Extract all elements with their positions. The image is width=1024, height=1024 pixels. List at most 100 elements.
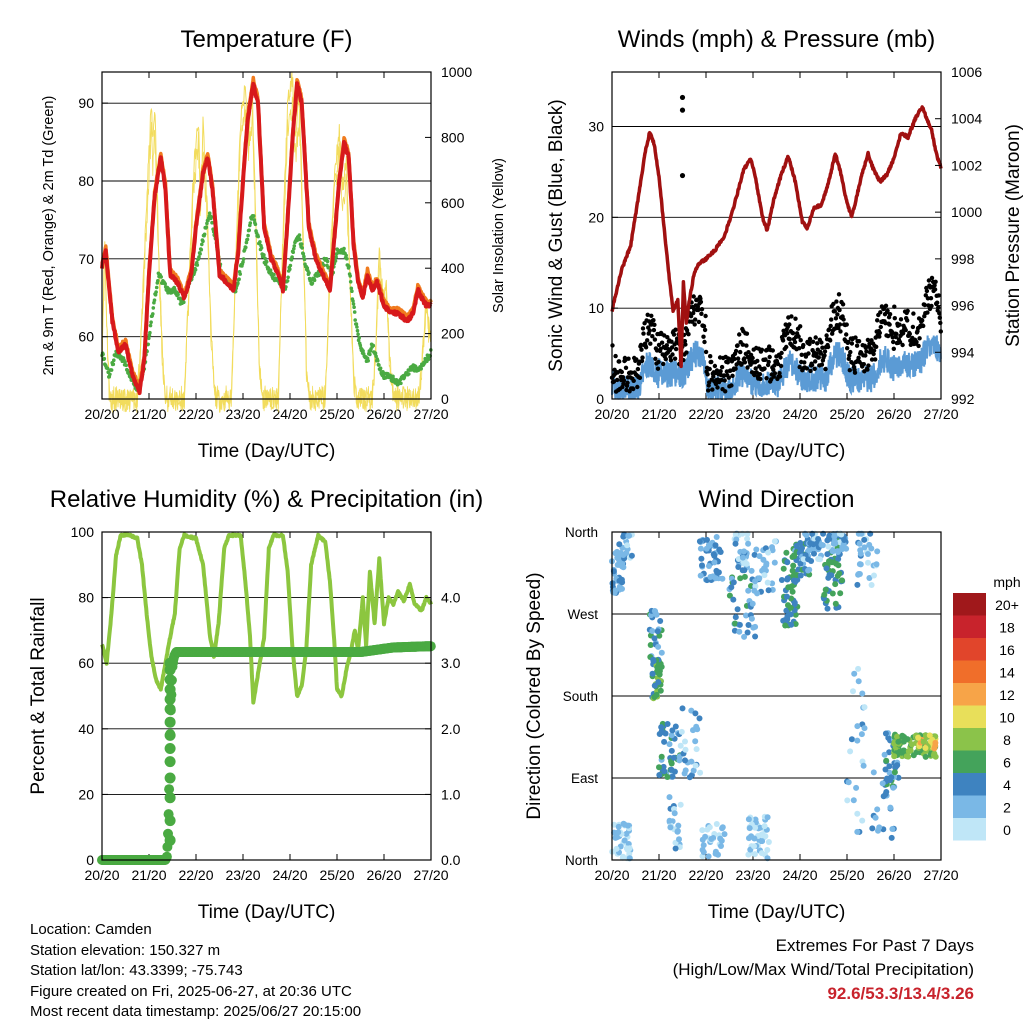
x-tick-label: 21/20 <box>641 867 676 883</box>
x-tick-label: 24/20 <box>782 867 817 883</box>
gust-point <box>762 366 767 371</box>
y2-tick-label: 0 <box>441 391 449 407</box>
direction-point <box>784 575 791 582</box>
gust-point <box>905 308 910 314</box>
dewpoint-point <box>204 225 209 229</box>
gust-point <box>651 318 656 323</box>
direction-point <box>866 575 873 581</box>
direction-point <box>748 567 755 574</box>
direction-point <box>920 738 927 745</box>
dewpoint-point <box>301 252 306 256</box>
y-tick-label: 40 <box>78 721 94 737</box>
dewpoint-point <box>197 255 201 259</box>
gust-point <box>631 378 636 383</box>
direction-point <box>668 732 675 739</box>
direction-point <box>915 734 922 741</box>
gust-point <box>833 316 839 321</box>
gust-point <box>808 368 813 374</box>
direction-point <box>628 552 635 559</box>
gust-point <box>822 349 828 354</box>
legend-label: 16 <box>999 642 1015 658</box>
x-tick-label: 22/20 <box>688 406 723 422</box>
dewpoint-point <box>154 290 158 294</box>
dewpoint-point <box>288 263 293 268</box>
dewpoint-point <box>207 211 212 215</box>
x-tick-label: 25/20 <box>829 867 864 883</box>
dewpoint-point <box>354 322 359 326</box>
direction-point <box>861 544 868 551</box>
direction-point <box>868 582 875 588</box>
dewpoint-point <box>149 320 153 325</box>
gust-point <box>665 335 670 340</box>
direction-point <box>620 552 627 558</box>
gust-point <box>891 346 896 351</box>
y2-tick-label: 1006 <box>951 64 982 80</box>
direction-point <box>860 762 867 769</box>
direction-point <box>745 622 752 628</box>
precip-point <box>164 756 176 768</box>
direction-tick-label: East <box>571 771 598 786</box>
dewpoint-point <box>238 272 242 276</box>
direction-point <box>836 570 843 577</box>
temperature-plot <box>101 72 432 399</box>
gust-point <box>701 334 706 339</box>
dewpoint-point <box>154 285 159 290</box>
direction-point <box>851 670 858 677</box>
direction-point <box>822 586 829 593</box>
direction-point <box>894 762 901 769</box>
direction-point <box>876 824 883 831</box>
dewpoint-point <box>258 240 262 244</box>
gust-point <box>735 356 741 361</box>
direction-point <box>654 628 661 635</box>
gust-point <box>671 332 677 337</box>
direction-point <box>881 751 888 758</box>
gust-point <box>772 371 778 376</box>
gust-point <box>841 317 846 322</box>
gust-point <box>847 368 852 373</box>
winds-pressure-title: Winds (mph) & Pressure (mb) <box>618 26 935 53</box>
direction-point <box>824 605 831 612</box>
gust-point <box>750 355 755 361</box>
gust-point <box>798 338 803 343</box>
x-tick-label: 25/20 <box>319 867 354 883</box>
direction-point <box>739 554 746 561</box>
direction-point <box>848 736 855 743</box>
direction-point <box>658 753 665 760</box>
direction-point <box>752 824 759 831</box>
dewpoint-point <box>148 330 152 335</box>
gust-point <box>661 361 666 367</box>
dewpoint-point <box>352 310 357 314</box>
gust-point <box>702 339 707 345</box>
gust-point <box>846 339 851 345</box>
gust-point <box>726 375 731 380</box>
gust-point <box>651 327 657 333</box>
dewpoint-point <box>378 366 383 371</box>
direction-point <box>800 556 807 563</box>
direction-point <box>694 726 701 733</box>
gust-point <box>659 340 665 345</box>
direction-point <box>706 563 712 569</box>
wind-direction-title: Wind Direction <box>698 486 854 513</box>
direction-point <box>900 747 907 754</box>
direction-point <box>745 851 752 858</box>
direction-point <box>903 753 910 760</box>
x-tick-label: 25/20 <box>319 406 354 422</box>
direction-point <box>797 572 804 579</box>
humidity-precip-xlabel: Time (Day/UTC) <box>198 902 336 923</box>
gust-point <box>935 300 940 305</box>
direction-point <box>690 767 697 774</box>
direction-point <box>717 835 724 842</box>
recent-timestamp: Most recent data timestamp: 2025/06/27 2… <box>30 1003 362 1020</box>
direction-point <box>760 556 767 563</box>
gust-point <box>891 339 896 345</box>
gust-point <box>865 367 870 372</box>
gust-point <box>709 359 714 365</box>
direction-point <box>682 767 689 774</box>
gust-point <box>816 355 821 360</box>
direction-point <box>676 836 682 843</box>
gust-point <box>813 359 818 364</box>
gust-point <box>711 374 716 379</box>
dewpoint-point <box>377 363 381 367</box>
x-tick-label: 27/20 <box>923 867 958 883</box>
gust-point <box>733 366 738 371</box>
